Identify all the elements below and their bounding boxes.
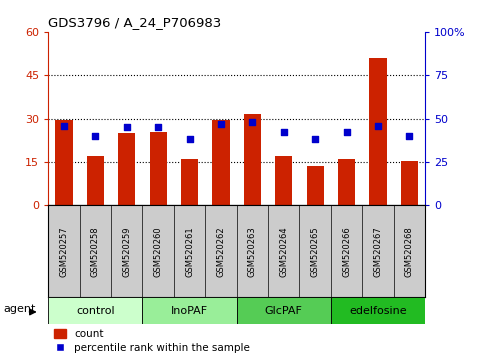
Bar <box>118 133 135 205</box>
Text: GSM520257: GSM520257 <box>59 226 69 277</box>
Point <box>249 119 256 125</box>
Text: GSM520265: GSM520265 <box>311 226 320 277</box>
Point <box>92 133 99 139</box>
Text: GlcPAF: GlcPAF <box>265 306 303 316</box>
Bar <box>338 159 355 205</box>
Point <box>406 133 413 139</box>
Text: GSM520259: GSM520259 <box>122 226 131 276</box>
Bar <box>307 166 324 205</box>
Point <box>60 123 68 129</box>
Text: GSM520264: GSM520264 <box>279 226 288 277</box>
Bar <box>275 156 292 205</box>
Point <box>123 124 131 130</box>
Bar <box>87 156 104 205</box>
Bar <box>48 297 142 324</box>
Text: GSM520258: GSM520258 <box>91 226 100 277</box>
Text: GSM520266: GSM520266 <box>342 226 351 277</box>
Text: GSM520261: GSM520261 <box>185 226 194 277</box>
Bar <box>401 160 418 205</box>
Text: GDS3796 / A_24_P706983: GDS3796 / A_24_P706983 <box>48 16 222 29</box>
Text: GSM520260: GSM520260 <box>154 226 163 277</box>
Bar <box>56 120 72 205</box>
Point <box>312 137 319 142</box>
Point <box>280 130 288 135</box>
Bar <box>244 114 261 205</box>
Point <box>217 121 225 127</box>
Legend: count, percentile rank within the sample: count, percentile rank within the sample <box>54 329 250 353</box>
Text: edelfosine: edelfosine <box>349 306 407 316</box>
Bar <box>237 297 331 324</box>
Point <box>374 123 382 129</box>
Bar <box>331 297 425 324</box>
Text: control: control <box>76 306 114 316</box>
Bar <box>181 159 198 205</box>
Text: GSM520267: GSM520267 <box>373 226 383 277</box>
Point <box>186 137 194 142</box>
Point <box>155 124 162 130</box>
Bar <box>150 132 167 205</box>
Bar <box>369 58 386 205</box>
Bar <box>213 120 229 205</box>
Point <box>343 130 351 135</box>
Text: GSM520263: GSM520263 <box>248 226 257 277</box>
Text: GSM520268: GSM520268 <box>405 226 414 277</box>
Text: GSM520262: GSM520262 <box>216 226 226 277</box>
Bar <box>142 297 237 324</box>
Text: agent: agent <box>4 304 36 314</box>
Text: InoPAF: InoPAF <box>171 306 208 316</box>
